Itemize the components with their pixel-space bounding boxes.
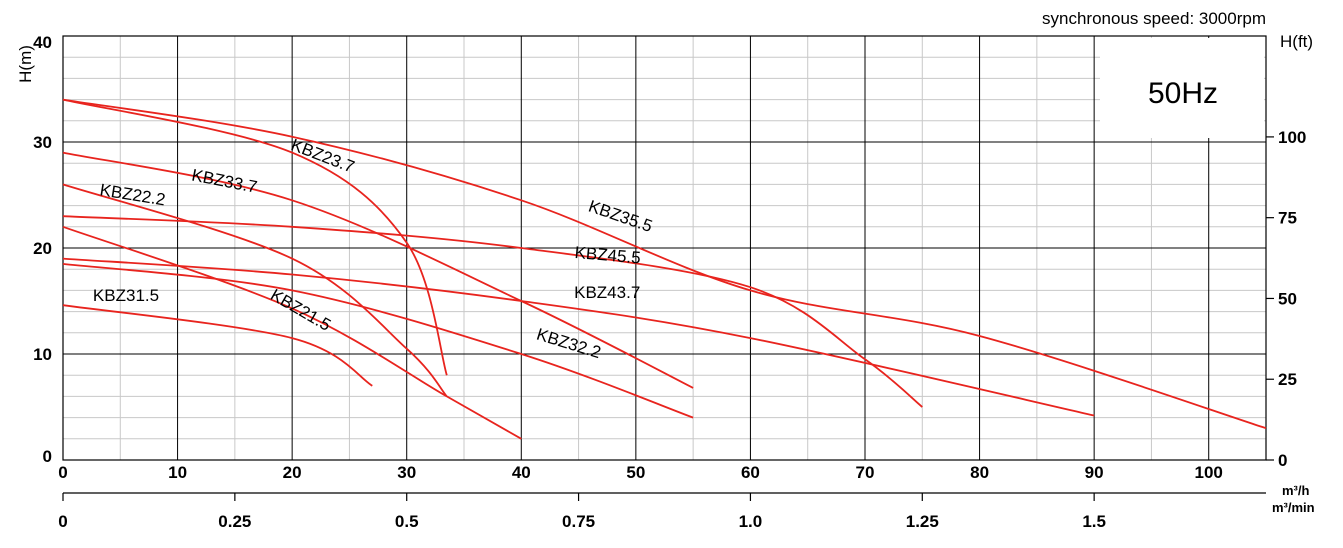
x-tick-label: 40 xyxy=(512,463,531,482)
x-tick-label: 30 xyxy=(397,463,416,482)
curve-label-KBZ31.5: KBZ31.5 xyxy=(93,286,159,305)
x-tick-label: 80 xyxy=(970,463,989,482)
curve-KBZ33.7 xyxy=(62,151,694,389)
x2-tick-label: 0.5 xyxy=(395,512,419,531)
curve-KBZ32.2 xyxy=(62,263,694,419)
x-tick-label: 20 xyxy=(283,463,302,482)
y-tick-label: 0 xyxy=(43,447,52,466)
x2-tick-label: 0.25 xyxy=(218,512,251,531)
x2-tick-label: 0.75 xyxy=(562,512,595,531)
curve-KBZ21.5 xyxy=(62,225,522,440)
y-tick-label: 20 xyxy=(33,239,52,258)
y-tick-label: 30 xyxy=(33,133,52,152)
curve-KBZ35.5 xyxy=(62,98,1267,430)
y2-tick-label: 25 xyxy=(1278,370,1297,389)
curve-label-KBZ45.5: KBZ45.5 xyxy=(574,243,642,268)
plot-frame xyxy=(62,35,1267,461)
speed-label: synchronous speed: 3000rpm xyxy=(1042,9,1266,28)
axes: 0 10 20 30 40 50 60 70 80 90 100 0 10 20 30 40 0 25 50 75 10… xyxy=(33,33,1306,531)
curve-label-KBZ32.2: KBZ32.2 xyxy=(534,325,603,363)
flow-unit-bottom: m³/min xyxy=(1272,500,1315,515)
left-axis-title: H(m) xyxy=(16,45,35,83)
curve-label-KBZ33.7: KBZ33.7 xyxy=(190,165,259,196)
y2-tick-label: 100 xyxy=(1278,128,1306,147)
curve-KBZ43.7 xyxy=(62,257,1095,417)
curve-KBZ22.2 xyxy=(62,183,448,397)
x-tick-label: 70 xyxy=(856,463,875,482)
y-tick-label: 10 xyxy=(33,345,52,364)
x-tick-label: 90 xyxy=(1085,463,1104,482)
flow-unit-top: m³/h xyxy=(1282,483,1310,498)
curve-label-KBZ23.7: KBZ23.7 xyxy=(288,135,357,176)
freq-badge: 50Hz xyxy=(1148,77,1218,110)
x2-tick-label: 0 xyxy=(58,512,67,531)
y2-tick-label: 75 xyxy=(1278,209,1297,228)
curves xyxy=(62,98,1267,440)
right-axis-title: H(ft) xyxy=(1280,32,1313,51)
x-tick-label: 60 xyxy=(741,463,760,482)
y-tick-label: 40 xyxy=(33,33,52,52)
x-tick-label: 10 xyxy=(168,463,187,482)
curve-KBZ45.5 xyxy=(62,215,923,408)
x-tick-label: 0 xyxy=(58,463,67,482)
badge-box xyxy=(1100,38,1264,138)
x-tick-label: 50 xyxy=(626,463,645,482)
x-tick-label: 100 xyxy=(1195,463,1223,482)
grid xyxy=(62,35,1267,461)
x2-tick-label: 1.25 xyxy=(906,512,939,531)
y2-tick-label: 50 xyxy=(1278,289,1297,308)
curve-KBZ31.5 xyxy=(62,304,373,387)
y2-tick-label: 0 xyxy=(1278,451,1287,470)
curve-label-KBZ43.7: KBZ43.7 xyxy=(574,283,640,302)
x2-tick-label: 1.5 xyxy=(1082,512,1106,531)
curve-KBZ23.7 xyxy=(62,98,448,376)
x2-tick-label: 1.0 xyxy=(739,512,763,531)
